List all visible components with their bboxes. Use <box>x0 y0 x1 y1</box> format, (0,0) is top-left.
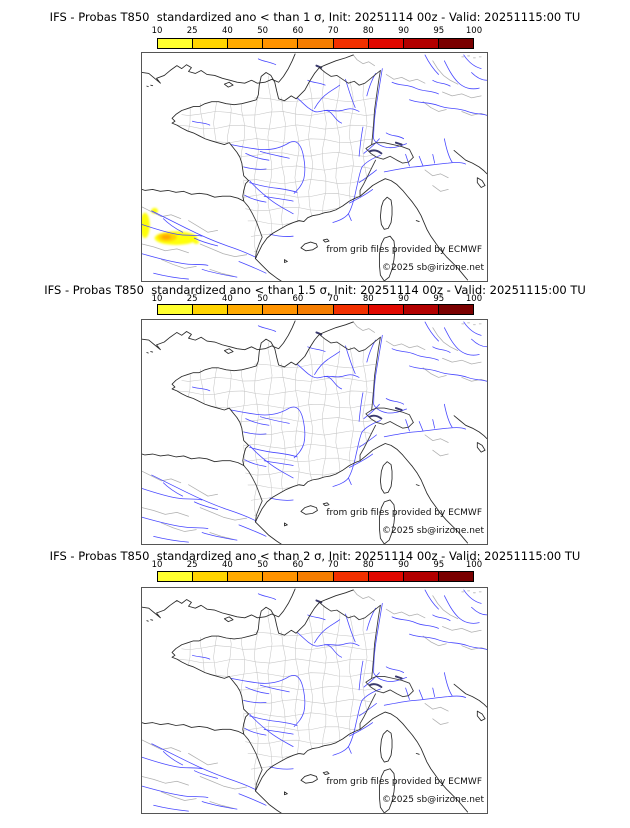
colorbar-tick-40: 40 <box>221 560 233 570</box>
colorbar-tick-80: 80 <box>362 294 374 304</box>
attribution-copyright: ©2025 sb@irizone.net <box>382 795 484 805</box>
coastlines <box>142 588 487 813</box>
colorbar-segment-1 <box>158 39 194 48</box>
colorbar-segment-8 <box>403 305 439 314</box>
anomaly-probability-blob <box>161 234 172 240</box>
colorbar-tick-100: 100 <box>465 294 483 304</box>
colorbar-tick-50: 50 <box>257 26 269 36</box>
country-borders <box>243 601 414 792</box>
rivers <box>142 321 487 543</box>
colorbar-segment-2 <box>193 39 229 48</box>
colorbar-tick-100: 100 <box>465 26 483 36</box>
colorbar-tick-25: 25 <box>186 26 198 36</box>
forecast-panel-sigma-1-5: IFS - Probas T850 standardized ano < tha… <box>0 276 630 545</box>
colorbar-segment-9 <box>438 39 473 48</box>
attribution-copyright: ©2025 sb@irizone.net <box>382 526 484 536</box>
probability-colorbar <box>157 571 474 582</box>
anomaly-probability-blob <box>193 240 200 244</box>
probability-colorbar <box>157 304 474 315</box>
colorbar-tick-70: 70 <box>327 294 339 304</box>
country-borders <box>243 67 414 260</box>
colorbar-segment-3 <box>228 39 264 48</box>
coastlines <box>142 53 487 281</box>
colorbar-segment-4 <box>263 39 299 48</box>
country-borders <box>243 333 414 523</box>
forecast-panel-sigma-1: IFS - Probas T850 standardized ano < tha… <box>0 0 630 282</box>
colorbar-tick-90: 90 <box>398 294 410 304</box>
colorbar-tick-80: 80 <box>362 26 374 36</box>
attribution-ecmwf: from grib files provided by ECMWF <box>326 777 482 787</box>
colorbar-tick-100: 100 <box>465 560 483 570</box>
colorbar-segment-5 <box>298 305 334 314</box>
colorbar-segment-1 <box>158 305 194 314</box>
colorbar-tick-80: 80 <box>362 560 374 570</box>
colorbar-tick-40: 40 <box>221 294 233 304</box>
coastlines <box>142 320 487 544</box>
colorbar-tick-50: 50 <box>257 560 269 570</box>
colorbar-tick-row: 10 25 40 50 60 70 80 90 95 100 <box>152 294 483 304</box>
colorbar-segment-6 <box>333 305 369 314</box>
colorbar-segment-7 <box>368 572 404 581</box>
colorbar-segment-2 <box>193 305 229 314</box>
colorbar-segment-9 <box>438 305 473 314</box>
region-borders <box>142 321 487 540</box>
colorbar-tick-95: 95 <box>433 294 445 304</box>
region-borders <box>142 54 487 277</box>
attribution-ecmwf: from grib files provided by ECMWF <box>326 508 482 518</box>
colorbar-segment-3 <box>228 572 264 581</box>
colorbar-segment-1 <box>158 572 194 581</box>
probability-colorbar <box>157 38 474 49</box>
panel-title: IFS - Probas T850 standardized ano < tha… <box>49 10 581 24</box>
colorbar-tick-60: 60 <box>292 560 304 570</box>
colorbar-tick-70: 70 <box>327 26 339 36</box>
colorbar-tick-95: 95 <box>433 26 445 36</box>
france-map: from grib files provided by ECMWF ©2025 … <box>141 319 488 545</box>
colorbar-segment-4 <box>263 572 299 581</box>
colorbar-tick-60: 60 <box>292 294 304 304</box>
panel-title: IFS - Probas T850 standardized ano < tha… <box>49 549 581 563</box>
colorbar-segment-8 <box>403 39 439 48</box>
colorbar-tick-25: 25 <box>186 560 198 570</box>
colorbar-tick-10: 10 <box>151 26 163 36</box>
map-base-svg <box>142 588 487 813</box>
colorbar-tick-row: 10 25 40 50 60 70 80 90 95 100 <box>152 26 483 36</box>
map-base-svg <box>142 53 487 281</box>
colorbar-segment-8 <box>403 572 439 581</box>
colorbar-segment-7 <box>368 39 404 48</box>
colorbar-segment-6 <box>333 39 369 48</box>
colorbar-tick-25: 25 <box>186 294 198 304</box>
colorbar-segment-3 <box>228 305 264 314</box>
region-borders <box>142 589 487 809</box>
attribution-copyright: ©2025 sb@irizone.net <box>382 263 484 273</box>
colorbar-tick-10: 10 <box>151 560 163 570</box>
colorbar-tick-40: 40 <box>221 26 233 36</box>
rivers <box>142 589 487 812</box>
colorbar-tick-row: 10 25 40 50 60 70 80 90 95 100 <box>152 560 483 570</box>
colorbar-segment-5 <box>298 39 334 48</box>
rivers <box>142 54 487 280</box>
colorbar-tick-60: 60 <box>292 26 304 36</box>
colorbar-segment-9 <box>438 572 473 581</box>
colorbar-segment-7 <box>368 305 404 314</box>
map-base-svg <box>142 320 487 544</box>
panel-title: IFS - Probas T850 standardized ano < tha… <box>44 283 586 297</box>
anomaly-probability-blobs <box>142 207 200 245</box>
colorbar-tick-50: 50 <box>257 294 269 304</box>
colorbar-segment-2 <box>193 572 229 581</box>
colorbar-tick-70: 70 <box>327 560 339 570</box>
france-map: from grib files provided by ECMWF ©2025 … <box>141 52 488 282</box>
colorbar-segment-4 <box>263 305 299 314</box>
colorbar-tick-90: 90 <box>398 560 410 570</box>
france-map: from grib files provided by ECMWF ©2025 … <box>141 587 488 814</box>
attribution-ecmwf: from grib files provided by ECMWF <box>326 245 482 255</box>
colorbar-tick-95: 95 <box>433 560 445 570</box>
colorbar-tick-10: 10 <box>151 294 163 304</box>
colorbar-tick-90: 90 <box>398 26 410 36</box>
forecast-panel-sigma-2: IFS - Probas T850 standardized ano < tha… <box>0 542 630 828</box>
colorbar-segment-5 <box>298 572 334 581</box>
colorbar-segment-6 <box>333 572 369 581</box>
